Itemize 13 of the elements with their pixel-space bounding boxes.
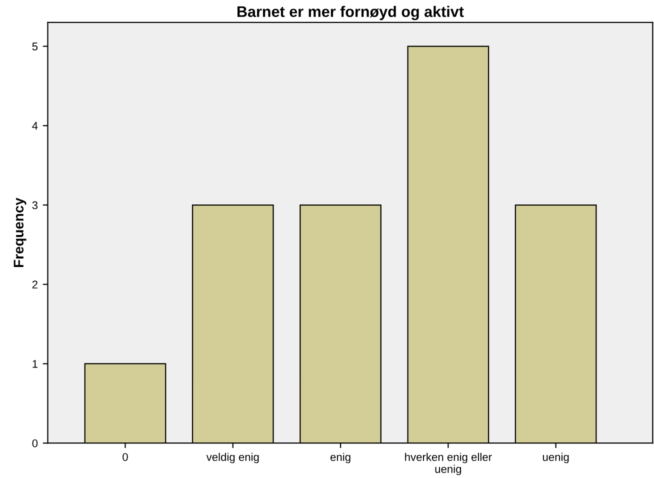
- chart-title: Barnet er mer fornøyd og aktivt: [237, 6, 464, 20]
- x-tick-label: hverken enig eller uenig: [405, 452, 492, 476]
- x-tick-label: veldig enig: [206, 452, 259, 464]
- x-tick-label: 0: [122, 453, 128, 461]
- y-axis-title: Frequency: [14, 198, 26, 267]
- x-tick-label: enig: [330, 452, 350, 464]
- x-tick-label: uenig: [542, 452, 569, 464]
- y-tick-label: 1: [32, 360, 38, 368]
- y-tick-label: 5: [32, 42, 38, 50]
- y-tick-label: 0: [32, 439, 38, 448]
- y-tick-label: 2: [32, 280, 38, 288]
- y-tick-label: 3: [32, 201, 38, 210]
- y-tick-label: 4: [32, 122, 38, 130]
